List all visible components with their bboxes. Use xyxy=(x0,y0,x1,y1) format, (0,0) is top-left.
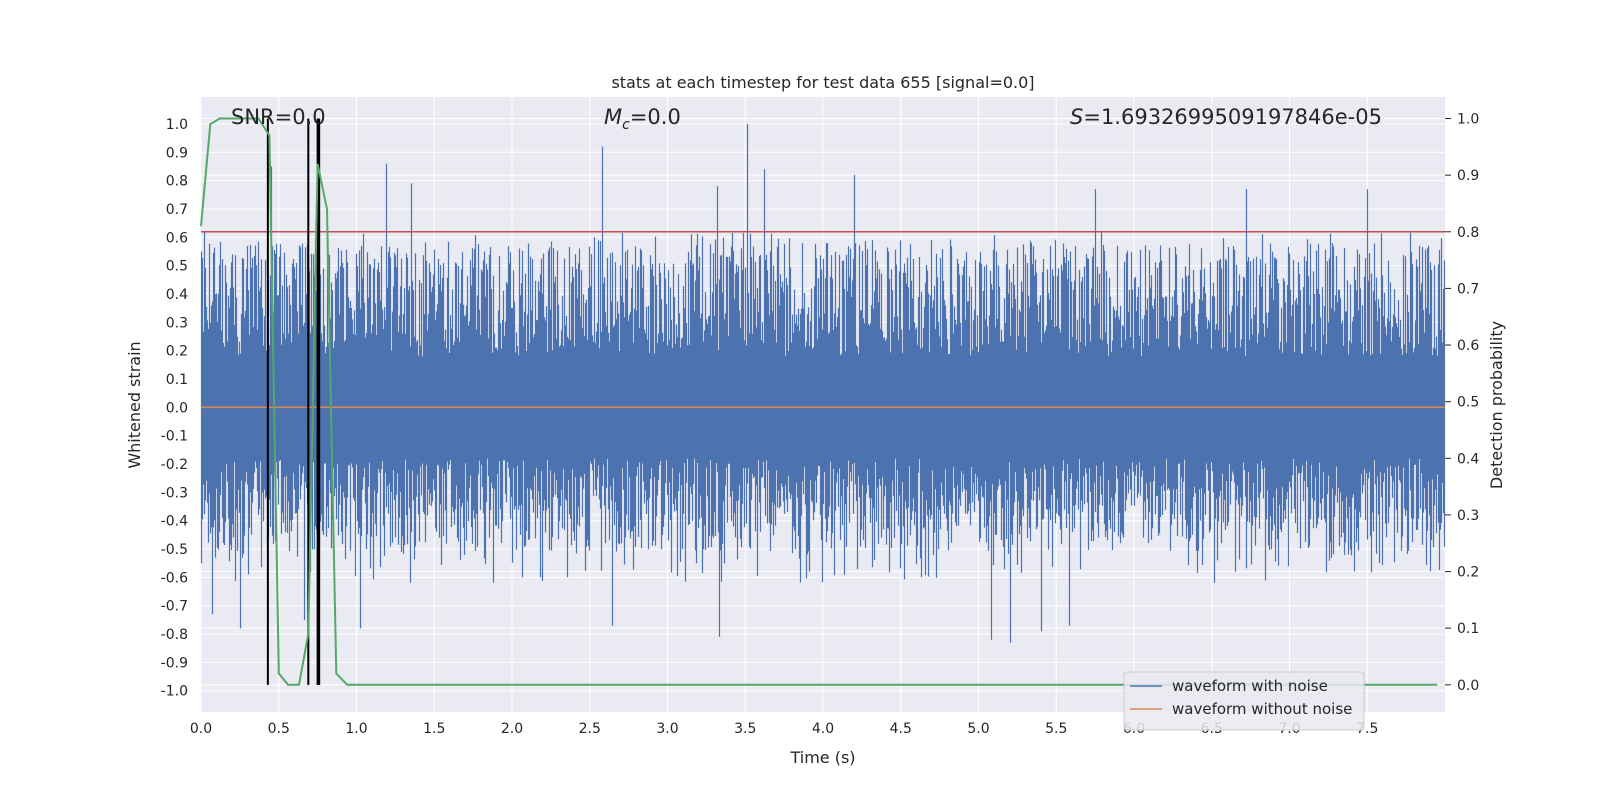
y-axis-label: Whitened strain xyxy=(125,341,144,468)
y2-tick-label: 1.0 xyxy=(1457,112,1479,128)
x-axis-label: Time (s) xyxy=(789,748,855,767)
y-tick-label: 0.0 xyxy=(166,400,188,416)
y2-tick-label: 0.3 xyxy=(1457,508,1479,524)
mc-symbol: M xyxy=(604,105,622,129)
x-tick-label: 1.5 xyxy=(423,721,445,737)
x-tick-label: 0.0 xyxy=(190,721,212,737)
x-tick-label: 4.0 xyxy=(812,721,834,737)
y-tick-label: 0.9 xyxy=(166,145,188,161)
s-symbol: S xyxy=(1070,105,1083,129)
y-tick-label: -0.8 xyxy=(161,627,188,643)
y2-tick-label: 0.5 xyxy=(1457,395,1479,411)
y-tick-label: 0.6 xyxy=(166,230,188,246)
x-tick-label: 3.5 xyxy=(734,721,756,737)
y2-tick-label: 0.2 xyxy=(1457,565,1479,581)
x-tick-label: 2.5 xyxy=(579,721,601,737)
x-tick-label: 2.0 xyxy=(501,721,523,737)
chart-title: stats at each timestep for test data 655… xyxy=(611,73,1034,92)
y-tick-label: -0.6 xyxy=(161,570,188,586)
y-tick-label: 0.7 xyxy=(166,202,188,218)
y2-tick-label: 0.4 xyxy=(1457,451,1479,467)
x-tick-label: 5.5 xyxy=(1045,721,1067,737)
y2-tick-label: 0.8 xyxy=(1457,225,1479,241)
y-tick-label: -0.5 xyxy=(161,542,188,558)
chirp-mass-annotation: Mc=0.0 xyxy=(604,105,681,133)
mc-subscript: c xyxy=(622,117,630,133)
legend-box xyxy=(1123,671,1365,731)
y-tick-label: 0.5 xyxy=(166,259,188,275)
y-tick-label: 0.1 xyxy=(166,372,188,388)
x-tick-label: 5.0 xyxy=(967,721,989,737)
y2-tick-label: 0.1 xyxy=(1457,621,1479,637)
y2-tick-label: 0.0 xyxy=(1457,678,1479,694)
y-tick-label: -0.9 xyxy=(161,655,188,671)
y-tick-label: -0.2 xyxy=(161,457,188,473)
y-tick-label: -0.3 xyxy=(161,485,188,501)
y-tick-label: -1.0 xyxy=(161,684,188,700)
mc-value: =0.0 xyxy=(630,105,681,129)
x-tick-label: 3.0 xyxy=(656,721,678,737)
y-tick-label: 0.4 xyxy=(166,287,188,303)
y2-tick-label: 0.9 xyxy=(1457,168,1479,184)
snr-annotation: SNR=0.0 xyxy=(231,105,326,129)
x-tick-label: 0.5 xyxy=(268,721,290,737)
x-tick-label: 4.5 xyxy=(890,721,912,737)
y2-tick-label: 0.6 xyxy=(1457,338,1479,354)
legend-label-noise: waveform with noise xyxy=(1172,677,1328,695)
y-tick-label: 0.2 xyxy=(166,344,188,360)
overlay-lines xyxy=(200,117,1445,686)
x-tick-label: 1.0 xyxy=(345,721,367,737)
y-tick-label: 0.8 xyxy=(166,174,188,190)
y-tick-label: -0.4 xyxy=(161,514,188,530)
s-annotation: S=1.6932699509197846e-05 xyxy=(1070,105,1382,129)
s-value: =1.6932699509197846e-05 xyxy=(1083,105,1382,129)
y-tick-label: 1.0 xyxy=(166,117,188,133)
y2-axis-label: Detection probability xyxy=(1487,321,1506,489)
y-tick-label: -0.1 xyxy=(161,429,188,445)
detection-probability-line xyxy=(200,117,1438,686)
y-tick-label: -0.7 xyxy=(161,599,188,615)
legend-label-clean: waveform without noise xyxy=(1172,700,1352,718)
y-tick-label: 0.3 xyxy=(166,315,188,331)
y2-tick-label: 0.7 xyxy=(1457,281,1479,297)
legend: waveform with noise waveform without noi… xyxy=(1123,671,1365,731)
